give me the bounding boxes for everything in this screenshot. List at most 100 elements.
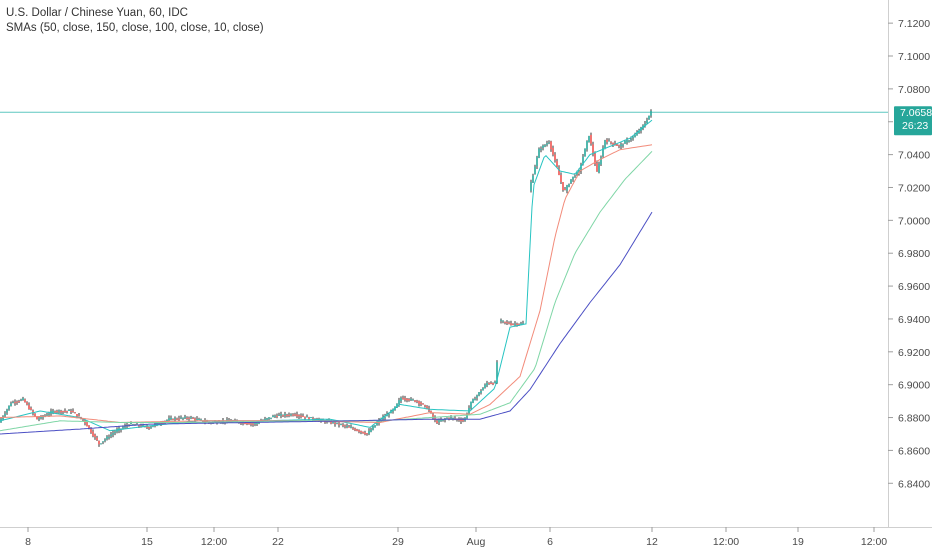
candle-body: [198, 419, 200, 421]
candle-body: [70, 410, 72, 412]
candle-body: [186, 417, 188, 419]
candle-body: [166, 420, 168, 422]
candle-body: [46, 415, 48, 417]
candle-body: [554, 154, 556, 161]
indicator-title[interactable]: SMAs (50, close, 150, close, 100, close,…: [6, 22, 264, 34]
candle-body: [534, 166, 536, 175]
candle-body: [34, 413, 36, 416]
candle-body: [506, 322, 508, 324]
candle-body: [532, 175, 534, 183]
candle-body: [348, 426, 350, 428]
candle-body: [140, 425, 142, 427]
last-price-value: 7.0658: [900, 107, 932, 119]
candle-body: [78, 415, 80, 417]
candle-body: [130, 423, 132, 425]
candle-body: [18, 401, 20, 403]
candle-body: [138, 425, 140, 427]
candle-body: [644, 123, 646, 127]
y-tick-label: 7.0400: [898, 150, 930, 162]
candle-body: [250, 423, 252, 425]
candle-body: [372, 426, 374, 430]
candle-body: [566, 185, 568, 191]
candle-body: [88, 425, 90, 429]
symbol-title[interactable]: U.S. Dollar / Chinese Yuan, 60, IDC: [6, 7, 188, 19]
candle-body: [24, 399, 26, 403]
candle-body: [622, 144, 624, 146]
candle-body: [470, 401, 472, 408]
candle-body: [336, 422, 338, 424]
candle-body: [580, 164, 582, 172]
candle-body: [94, 434, 96, 438]
candle-body: [638, 131, 640, 134]
candle-body: [578, 169, 580, 174]
candle-body: [410, 398, 412, 400]
candle-body: [10, 403, 12, 407]
candle-body: [598, 163, 600, 173]
candle-body: [190, 417, 192, 419]
candle-body: [362, 431, 364, 434]
candle-body: [290, 414, 292, 416]
candle-body: [174, 418, 176, 420]
candle-body: [576, 171, 578, 176]
candle-body: [460, 419, 462, 422]
candle-body: [98, 440, 100, 445]
candle-body: [556, 161, 558, 168]
candle-body: [562, 182, 564, 191]
candle-body: [542, 145, 544, 149]
candle-body: [200, 419, 202, 421]
last-price-tag: 7.0658 26:23: [894, 106, 932, 136]
candle-body: [38, 418, 40, 420]
candle-body: [604, 140, 606, 149]
candle-body: [222, 420, 224, 422]
candle-body: [86, 422, 88, 427]
candle-body: [284, 413, 286, 416]
candle-body: [540, 149, 542, 151]
candle-body: [398, 400, 400, 405]
y-tick-label: 7.0800: [898, 84, 930, 96]
candle-body: [608, 140, 610, 142]
candle-body: [244, 422, 246, 425]
candle-body: [624, 141, 626, 144]
candle-body: [350, 427, 352, 429]
candle-body: [340, 424, 342, 426]
price-axis[interactable]: 7.12007.10007.08007.06007.04007.02007.00…: [888, 18, 930, 490]
x-tick-label: 6: [547, 536, 553, 548]
candle-body: [584, 148, 586, 157]
candle-body: [194, 418, 196, 420]
candle-body: [280, 414, 282, 416]
candle-body: [292, 414, 294, 416]
time-axis[interactable]: 8 15 12:00 22 29 Aug 6 12 12:00 19 12:00: [25, 527, 887, 548]
x-tick-label: 19: [792, 536, 804, 548]
candle-body: [570, 179, 572, 184]
candle-body: [422, 403, 424, 405]
candle-body: [618, 145, 620, 147]
candle-body: [408, 399, 410, 401]
candle-body: [472, 399, 474, 403]
candle-body: [388, 414, 390, 416]
candle-body: [106, 436, 108, 440]
candle-body: [102, 441, 104, 443]
y-tick-label: 6.9800: [898, 248, 930, 260]
candle-body: [16, 401, 18, 403]
candle-body: [20, 399, 22, 401]
candle-body: [364, 432, 366, 435]
candle-body: [594, 153, 596, 164]
candle-body: [12, 402, 14, 404]
bar-countdown: 26:23: [902, 120, 928, 132]
candle-body: [288, 414, 290, 416]
candle-body: [400, 397, 402, 402]
candle-body: [500, 319, 502, 321]
candle-body: [342, 424, 344, 426]
candle-body: [14, 402, 16, 404]
candle-body: [72, 410, 74, 413]
candle-body: [404, 398, 406, 400]
y-tick-label: 6.9600: [898, 281, 930, 293]
candle-body: [402, 397, 404, 400]
candle-body: [90, 428, 92, 433]
candle-body: [548, 142, 550, 144]
candle-body: [302, 415, 304, 417]
candle-body: [282, 415, 284, 417]
candle-body: [536, 157, 538, 167]
candle-body: [370, 429, 372, 432]
